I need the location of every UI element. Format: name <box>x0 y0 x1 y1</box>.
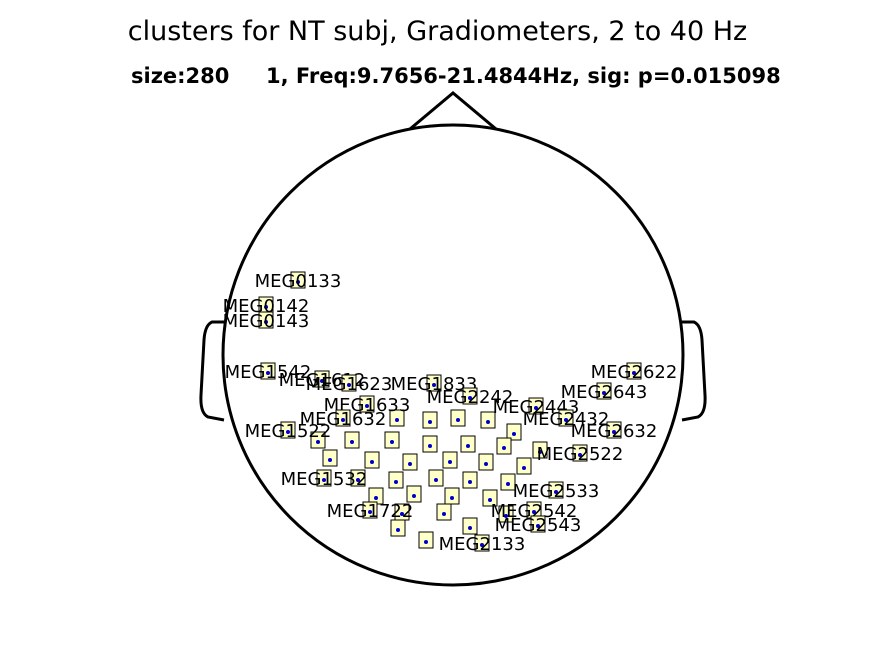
cluster-sensor-20-dot <box>434 478 438 482</box>
sensor-meg2522-dot <box>578 453 582 457</box>
sensor-meg1532-dot <box>322 478 326 482</box>
figure-subtitle: size:280 1, Freq:9.7656-21.4844Hz, sig: … <box>131 64 781 88</box>
figure-title: clusters for NT subj, Gradiometers, 2 to… <box>127 16 748 47</box>
cluster-sensor-1-dot <box>428 420 432 424</box>
sensor-meg2542-dot <box>532 510 536 514</box>
cluster-sensor-22-dot <box>506 482 510 486</box>
sensor-label-meg2643: MEG2643 <box>561 382 648 403</box>
sensor-meg2533-dot <box>554 490 558 494</box>
sensor-label-meg0142: MEG0142 <box>223 296 310 317</box>
sensor-meg2133-dot <box>480 543 484 547</box>
sensor-meg1722-dot <box>368 510 372 514</box>
cluster-sensor-10-dot <box>502 446 506 450</box>
cluster-sensor-5-dot <box>316 440 320 444</box>
cluster-sensor-7-dot <box>390 440 394 444</box>
cluster-sensor-14-dot <box>408 462 412 466</box>
sensor-label-meg2432: MEG2432 <box>523 409 610 430</box>
cluster-sensor-4-dot <box>512 432 516 436</box>
sensor-meg2632-dot <box>612 430 616 434</box>
sensor-meg1522-dot <box>286 430 290 434</box>
cluster-sensor-26-dot <box>488 498 492 502</box>
cluster-sensor-21-dot <box>468 480 472 484</box>
cluster-sensor-16-dot <box>484 462 488 466</box>
cluster-sensor-24-dot <box>412 494 416 498</box>
head-outline <box>221 123 685 587</box>
nose-outline <box>409 91 497 131</box>
sensor-meg1612-dot <box>320 379 324 383</box>
sensor-label-meg2622: MEG2622 <box>591 362 678 383</box>
sensor-meg1833-dot <box>432 383 436 387</box>
left-ear-outline <box>199 320 225 422</box>
sensor-label-meg1833: MEG1833 <box>391 374 478 395</box>
sensor-label-meg0143: MEG0143 <box>223 311 310 332</box>
cluster-sensor-19-dot <box>394 480 398 484</box>
sensor-meg1632-dot <box>341 418 345 422</box>
cluster-sensor-23-dot <box>374 496 378 500</box>
sensor-label-meg1522: MEG1522 <box>245 421 332 442</box>
right-ear-outline <box>681 320 707 422</box>
sensor-meg1633-dot <box>365 404 369 408</box>
cluster-sensor-29-dot <box>504 514 508 518</box>
cluster-sensor-9-dot <box>466 444 470 448</box>
sensor-label-meg1532: MEG1532 <box>281 469 368 490</box>
cluster-sensor-15-dot <box>448 460 452 464</box>
cluster-sensor-28-dot <box>442 512 446 516</box>
cluster-sensor-0-dot <box>395 418 399 422</box>
sensor-meg2643-dot <box>602 391 606 395</box>
sensor-label-meg2533: MEG2533 <box>513 481 600 502</box>
cluster-sensor-11-dot <box>538 450 542 454</box>
sensor-label-meg2632: MEG2632 <box>571 421 658 442</box>
sensor-meg2242-dot <box>468 396 472 400</box>
sensor-label-meg1722: MEG1722 <box>327 501 414 522</box>
sensor-meg2443-dot <box>534 406 538 410</box>
sensor-meg1623-dot <box>347 383 351 387</box>
sensor-label-meg2543: MEG2543 <box>495 515 582 536</box>
sensor-layer: MEG0133MEG0142MEG0143MEG1542MEG1612MEG16… <box>223 271 678 555</box>
cluster-sensor-3-dot <box>486 420 490 424</box>
sensor-label-meg1542: MEG1542 <box>225 362 312 383</box>
sensor-label-meg2242: MEG2242 <box>427 387 514 408</box>
sensor-label-meg2443: MEG2443 <box>493 397 580 418</box>
sensor-meg0143-dot <box>264 320 268 324</box>
sensor-label-meg2133: MEG2133 <box>439 534 526 555</box>
cluster-sensor-32-dot <box>468 526 472 530</box>
sensor-meg2622-dot <box>632 371 636 375</box>
cluster-sensor-2-dot <box>456 418 460 422</box>
cluster-sensor-18-dot <box>356 478 360 482</box>
sensor-meg2432-dot <box>564 418 568 422</box>
cluster-sensor-6-dot <box>350 440 354 444</box>
cluster-sensor-31-dot <box>396 528 400 532</box>
cluster-sensor-17-dot <box>522 466 526 470</box>
cluster-sensor-25-dot <box>450 496 454 500</box>
cluster-sensor-13-dot <box>370 460 374 464</box>
sensor-meg1542-dot <box>266 371 270 375</box>
sensor-label-meg2522: MEG2522 <box>537 444 624 465</box>
sensor-meg2543-dot <box>536 524 540 528</box>
sensor-meg0142-dot <box>264 305 268 309</box>
sensor-meg0133-dot <box>296 280 300 284</box>
sensor-label-meg1632: MEG1632 <box>300 409 387 430</box>
cluster-sensor-27-dot <box>400 512 404 516</box>
sensor-label-meg0133: MEG0133 <box>255 271 342 292</box>
cluster-sensor-8-dot <box>428 444 432 448</box>
sensor-label-meg1623: MEG1623 <box>306 374 393 395</box>
cluster-sensor-30-dot <box>424 540 428 544</box>
sensor-label-meg2542: MEG2542 <box>491 501 578 522</box>
cluster-sensor-12-dot <box>328 458 332 462</box>
